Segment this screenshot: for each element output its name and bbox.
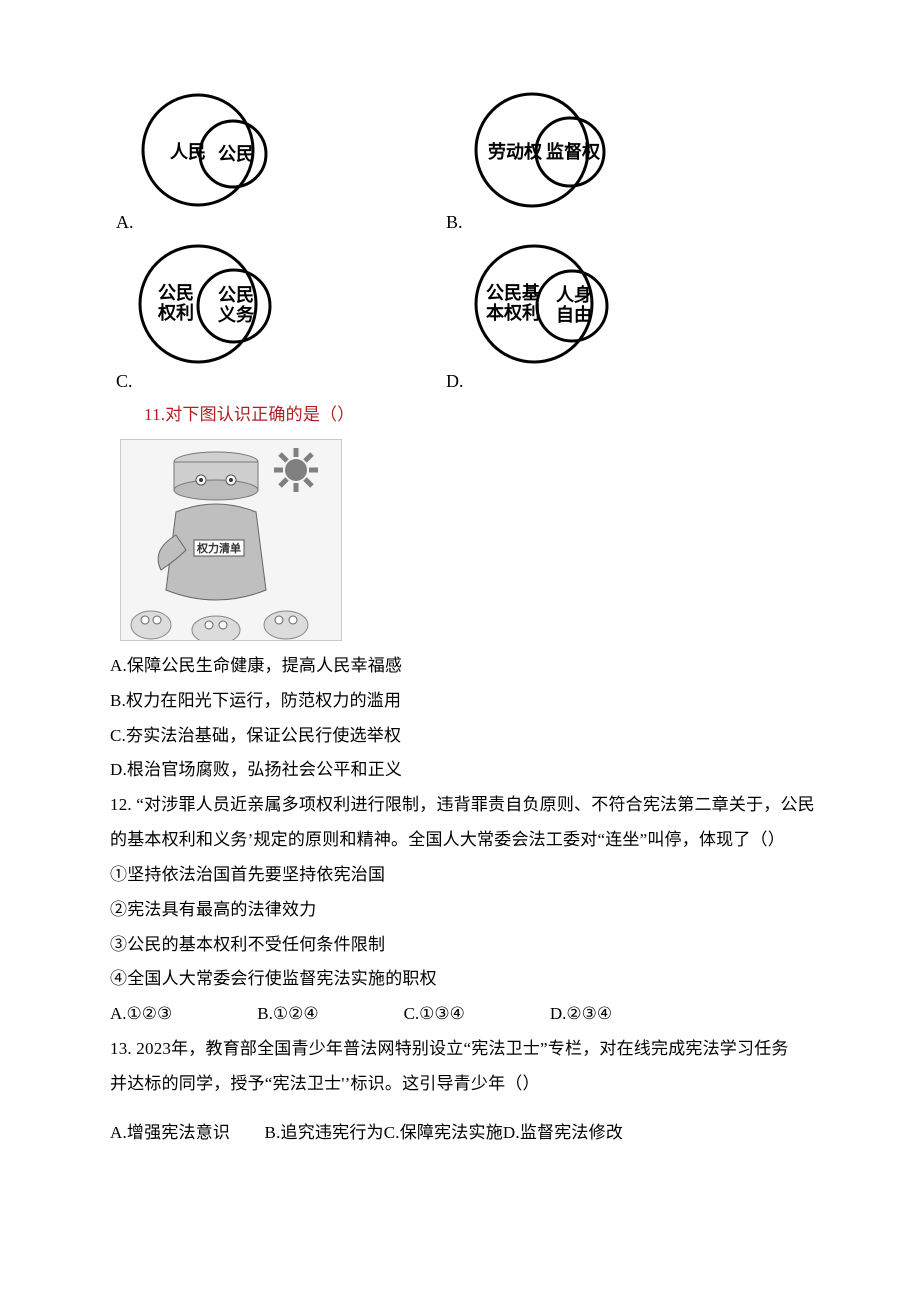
page-root: 人民 公民 A. 劳动权 监督权 B. 公民 权利 公民 义务 [0,0,920,1301]
venn-row-1: 人民 公民 A. 劳动权 监督权 B. [110,90,830,233]
venn-svg-D: 公民基 本权利 人身 自由 [440,239,650,369]
q12-s4: ④全国人大常委会行使监督宪法实施的职权 [110,962,830,997]
q11-optA: A.保障公民生命健康，提高人民幸福感 [110,649,830,684]
venn-D-outer-l1: 公民基 [486,282,541,303]
venn-B-outer: 劳动权 [488,141,543,162]
venn-svg-B: 劳动权 监督权 [440,90,650,210]
q12-options: A.①②③ B.①②④ C.①③④ D.②③④ [110,997,830,1032]
q11-optC: C.夯实法治基础，保证公民行使选举权 [110,719,830,754]
venn-D-outer-l2: 本权利 [486,302,540,323]
q12-l2: 的基本权利和义务’规定的原则和精神。全国人大常委会法工委对“连坐”叫停，体现了（… [110,823,830,858]
q12-s1: ①坚持依法治国首先要坚持依宪治国 [110,858,830,893]
q13-l1: 13. 2023年，教育部全国青少年普法网特别设立“宪法卫士”专栏，对在线完成宪… [110,1032,830,1067]
q13-l2: 并达标的同学，授予“宪法卫士'’标识。这引导青少年（） [110,1067,830,1102]
venn-A-outer: 人民 [170,142,206,162]
venn-D-inner-l2: 自由 [556,304,592,325]
venn-A-inner: 公民 [218,144,254,164]
venn-option-B: 劳动权 监督权 B. [440,90,650,233]
venn-B-inner: 监督权 [546,141,601,162]
q12-optA: A.①②③ [110,997,172,1032]
q11-badge-text: 权力清单 [196,541,241,555]
q12-s3: ③公民的基本权利不受任何条件限制 [110,928,830,963]
venn-label-A: A. [116,212,134,233]
spacer [110,1102,830,1116]
venn-svg-C: 公民 权利 公民 义务 [110,239,310,369]
q11-optB: B.权力在阳光下运行，防范权力的滥用 [110,684,830,719]
q11-stem: 11.对下图认识正确的是（） [110,398,830,433]
venn-C-inner-l1: 公民 [218,285,254,305]
venn-D-inner-l1: 人身 [556,284,592,305]
venn-label-C: C. [116,371,133,392]
venn-option-C: 公民 权利 公民 义务 C. [110,239,310,392]
venn-label-B: B. [446,212,463,233]
q12-optD: D.②③④ [550,997,612,1032]
venn-option-A: 人民 公民 A. [110,90,310,233]
venn-C-inner-l2: 义务 [218,304,255,325]
venn-label-D: D. [446,371,464,392]
q12-l1: 12. “对涉罪人员近亲属多项权利进行限制，违背罪责自负原则、不符合宪法第二章关… [110,788,830,823]
venn-row-2: 公民 权利 公民 义务 C. 公民基 本权利 人身 自由 D. [110,239,830,392]
q12-s2: ②宪法具有最高的法律效力 [110,893,830,928]
q12-optB: B.①②④ [257,997,318,1032]
q11-optD: D.根治官场腐败，弘扬社会公平和正义 [110,753,830,788]
q11-image: 权力清单 [120,439,342,641]
venn-svg-A: 人民 公民 [110,90,310,210]
venn-option-D: 公民基 本权利 人身 自由 D. [440,239,650,392]
venn-C-outer-l2: 权利 [157,302,194,323]
q13-opts: A.增强宪法意识 B.追究违宪行为C.保障宪法实施D.监督宪法修改 [110,1116,830,1151]
q12-optC: C.①③④ [404,997,465,1032]
venn-C-outer-l1: 公民 [158,283,194,303]
